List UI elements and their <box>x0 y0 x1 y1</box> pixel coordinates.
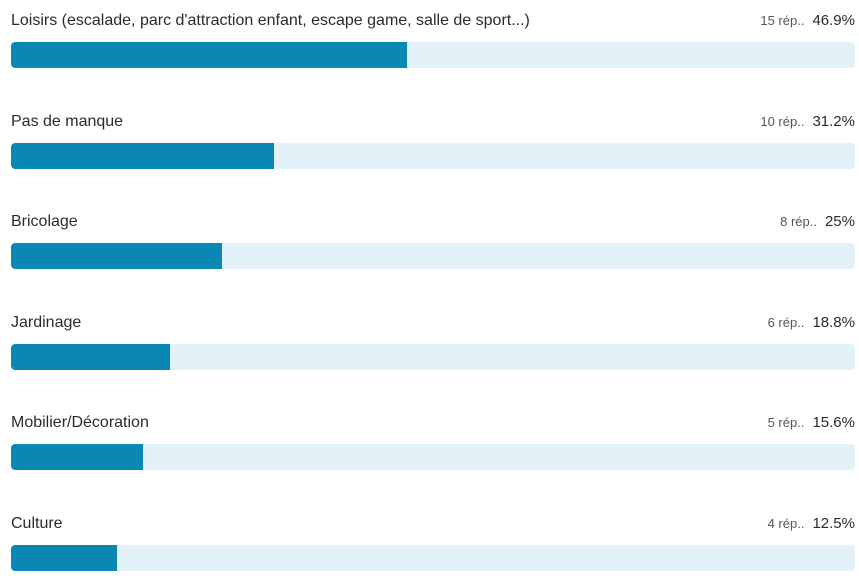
answer-stats: 5 rép.. 15.6% <box>768 410 855 436</box>
percentage-label: 15.6% <box>812 414 855 431</box>
answer-row: Culture 4 rép.. 12.5% <box>11 511 855 581</box>
percentage-label: 18.8% <box>812 313 855 331</box>
bar-fill <box>11 243 222 269</box>
response-count: 6 rép.. <box>767 314 805 330</box>
answer-row: Pas de manque 10 rép.. 31.2% <box>11 109 855 179</box>
response-count: 4 rép.. <box>767 515 805 531</box>
answer-row: Bricolage 8 rép.. 25% <box>11 209 855 279</box>
bar-fill <box>11 544 117 571</box>
bar-fill <box>11 444 143 470</box>
answer-label: Mobilier/Décoration <box>11 414 149 431</box>
percentage-label: 25% <box>824 213 855 230</box>
answer-label: Pas de manque <box>11 112 124 130</box>
answer-stats: 8 rép.. 25% <box>780 209 855 235</box>
percentage-label: 46.9% <box>812 12 855 29</box>
answer-stats: 4 rép.. 12.5% <box>768 511 855 537</box>
answer-label: Jardinage <box>11 313 82 331</box>
bar-track <box>11 243 855 269</box>
bar-fill <box>11 343 170 370</box>
response-count: 8 rép.. <box>780 214 817 229</box>
answer-row: Mobilier/Décoration 5 rép.. 15.6% <box>11 410 855 480</box>
answer-stats: 15 rép.. 46.9% <box>760 8 855 34</box>
bar-track <box>11 544 855 571</box>
answer-stats: 6 rép.. 18.8% <box>768 310 855 336</box>
bar-fill <box>11 42 407 68</box>
bar-track <box>11 42 855 68</box>
bar-track <box>11 444 855 470</box>
percentage-label: 31.2% <box>812 112 855 130</box>
percentage-label: 12.5% <box>812 514 855 532</box>
answer-row: Loisirs (escalade, parc d'attraction enf… <box>11 8 855 78</box>
answer-label: Bricolage <box>11 213 78 230</box>
answer-label: Loisirs (escalade, parc d'attraction enf… <box>11 12 530 29</box>
response-count: 15 rép.. <box>760 13 805 28</box>
answer-row: Jardinage 6 rép.. 18.8% <box>11 310 855 380</box>
answer-label: Culture <box>11 514 63 532</box>
response-count: 5 rép.. <box>767 415 805 430</box>
bar-track <box>11 142 855 169</box>
bar-track <box>11 343 855 370</box>
bar-fill <box>11 142 274 169</box>
answer-stats: 10 rép.. 31.2% <box>760 109 855 135</box>
response-count: 10 rép.. <box>760 113 805 129</box>
